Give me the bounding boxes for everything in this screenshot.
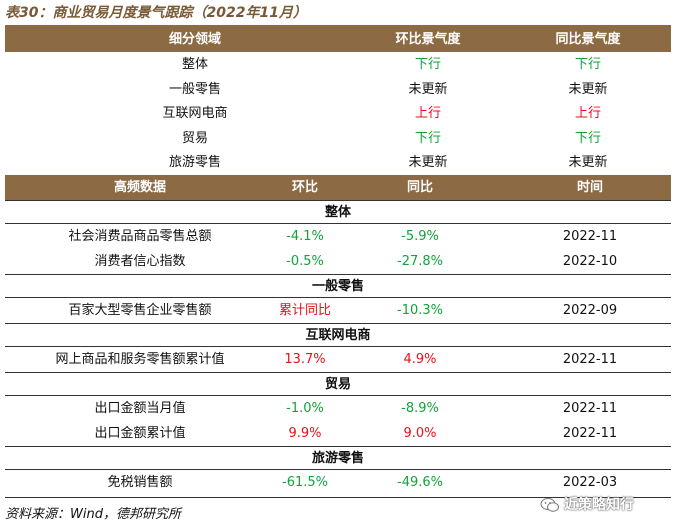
date-value: 2022-03 <box>562 475 618 490</box>
indicator-name: 百家大型零售企业零售额 <box>68 303 212 318</box>
yoy-value: -49.6% <box>397 475 443 490</box>
yoy-value: 4.9% <box>403 352 437 367</box>
mom-status: 上行 <box>414 106 441 122</box>
title-rule <box>5 25 671 27</box>
table1-header-yoy: 同比景气度 <box>555 32 621 47</box>
yoy-status: 下行 <box>574 130 601 146</box>
yoy-status: 未更新 <box>568 155 608 171</box>
table-row: 社会消费品商品零售总额 -4.1% -5.9% 2022-11 <box>5 224 671 249</box>
field-name: 一般零售 <box>168 81 221 97</box>
source-note: 资料来源：Wind，德邦研究所 <box>5 507 181 522</box>
table2-header: 高频数据 环比 同比 时间 <box>5 175 671 200</box>
table-row: 一般零售 未更新 未更新 <box>5 77 671 102</box>
yoy-value: -5.9% <box>401 229 439 244</box>
date-value: 2022-11 <box>562 229 618 244</box>
table2-header-yoy: 同比 <box>406 180 433 195</box>
table-row: 互联网电商 上行 上行 <box>5 101 671 126</box>
indicator-name: 出口金额累计值 <box>94 426 186 441</box>
table-row: 百家大型零售企业零售额 累计同比 -10.3% 2022-09 <box>5 298 671 323</box>
mom-status: 未更新 <box>408 155 448 171</box>
table-row: 旅游零售 未更新 未更新 <box>5 150 671 175</box>
mom-status: 未更新 <box>408 81 448 97</box>
section-header: 贸易 <box>5 372 671 396</box>
field-name: 整体 <box>181 57 208 72</box>
table-row: 贸易 下行 下行 <box>5 126 671 151</box>
table-row: 出口金额累计值 9.9% 9.0% 2022-11 <box>5 421 671 446</box>
table-row: 免税销售额 -61.5% -49.6% 2022-03 <box>5 470 671 495</box>
section-header: 整体 <box>5 200 671 224</box>
yoy-value: -8.9% <box>401 401 439 416</box>
field-name: 旅游零售 <box>168 155 221 171</box>
table2-header-date: 时间 <box>576 180 603 195</box>
date-value: 2022-09 <box>562 303 618 318</box>
table-bottom-rule <box>5 497 671 498</box>
mom-value: -0.5% <box>286 254 324 269</box>
field-name: 贸易 <box>181 130 208 146</box>
table-row: 整体 下行 下行 <box>5 52 671 77</box>
mom-value: -61.5% <box>282 475 328 490</box>
mom-value: 13.7% <box>284 352 326 367</box>
table-row: 网上商品和服务零售额累计值 13.7% 4.9% 2022-11 <box>5 347 671 372</box>
mom-value: -1.0% <box>286 401 324 416</box>
indicator-name: 消费者信心指数 <box>94 254 186 269</box>
table1-header-field: 细分领域 <box>168 32 221 47</box>
mom-value: 9.9% <box>288 426 322 441</box>
date-value: 2022-11 <box>562 352 618 367</box>
mom-value: -4.1% <box>286 229 324 244</box>
section-header: 旅游零售 <box>5 446 671 470</box>
table-row: 出口金额当月值 -1.0% -8.9% 2022-11 <box>5 396 671 421</box>
indicator-name: 出口金额当月值 <box>94 401 186 416</box>
field-name: 互联网电商 <box>162 106 228 122</box>
yoy-status: 上行 <box>574 106 601 122</box>
yoy-value: -10.3% <box>397 303 443 318</box>
watermark-text: 近策略知行 <box>564 497 634 513</box>
yoy-value: 9.0% <box>403 426 437 441</box>
table1-header-mom: 环比景气度 <box>395 32 461 47</box>
indicator-name: 网上商品和服务零售额累计值 <box>55 352 225 367</box>
table2-header-item: 高频数据 <box>113 180 166 195</box>
indicator-name: 社会消费品商品零售总额 <box>68 229 212 244</box>
watermark: 近策略知行 <box>540 490 634 520</box>
mom-value: 累计同比 <box>278 303 331 318</box>
table-row: 消费者信心指数 -0.5% -27.8% 2022-10 <box>5 249 671 274</box>
mom-status: 下行 <box>414 130 441 146</box>
yoy-value: -27.8% <box>397 254 443 269</box>
table2-header-mom: 环比 <box>291 180 318 195</box>
mom-status: 下行 <box>414 57 441 72</box>
indicator-name: 免税销售额 <box>107 475 173 490</box>
table-title: 表30：商业贸易月度景气跟踪（2022年11月） <box>5 5 307 21</box>
date-value: 2022-10 <box>562 254 618 269</box>
date-value: 2022-11 <box>562 426 618 441</box>
wechat-icon <box>540 498 559 512</box>
section-header: 互联网电商 <box>5 323 671 347</box>
table1-header: 细分领域 环比景气度 同比景气度 <box>5 27 671 52</box>
yoy-status: 未更新 <box>568 81 608 97</box>
section-header: 一般零售 <box>5 274 671 298</box>
date-value: 2022-11 <box>562 401 618 416</box>
yoy-status: 下行 <box>574 57 601 72</box>
